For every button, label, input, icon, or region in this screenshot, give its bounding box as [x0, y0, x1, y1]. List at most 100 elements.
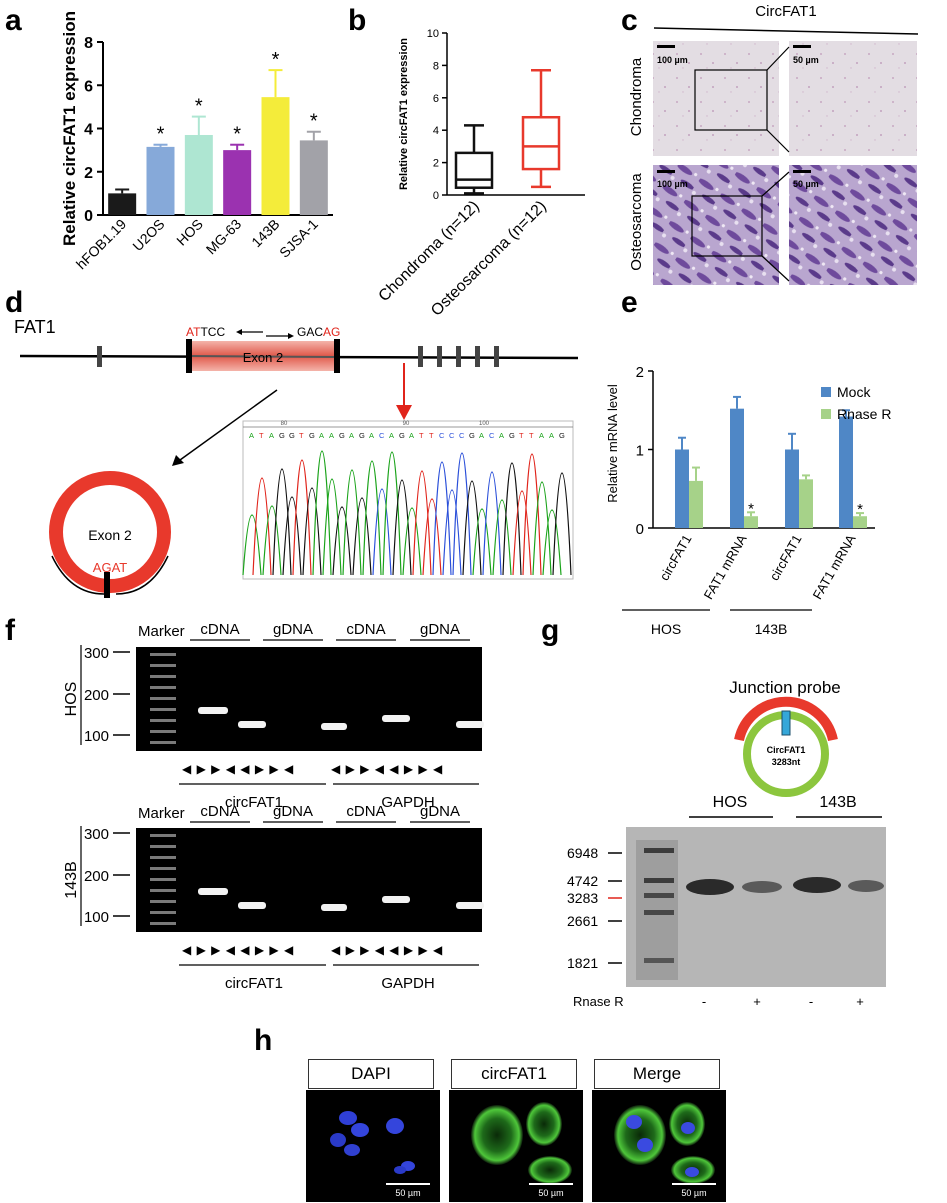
panel-g: Junction probe CircFAT1 3283nt HOS 143B …	[567, 678, 886, 1009]
chart-e: 0 1 2 Relative mRNA level circFAT1 * FAT1 mRNA…	[605, 364, 891, 637]
exon2-midline	[187, 355, 339, 358]
bar	[223, 150, 252, 215]
panel-c: CircFAT1 Chondroma Osteosarcoma 100 µm 5…	[628, 3, 919, 285]
scale-label: 50 µm	[395, 1188, 420, 1198]
sequence-base: C	[449, 431, 455, 440]
scale-bar	[657, 45, 675, 48]
scale-label: 50 µm	[538, 1188, 563, 1198]
sequence-base: A	[539, 431, 544, 440]
significance-star: *	[195, 96, 203, 118]
scale-label: 50 µm	[681, 1188, 706, 1198]
y-tick-label: 0	[433, 190, 439, 202]
panel-label-c: c	[621, 4, 638, 37]
exon2-right-border	[334, 339, 340, 373]
gene-label: GAPDH	[381, 975, 434, 992]
sequence-base: G	[289, 431, 295, 440]
sequence-base: A	[479, 431, 484, 440]
red-arrowhead	[396, 405, 412, 420]
trace-peak	[242, 514, 262, 576]
sequence-base: A	[369, 431, 374, 440]
trace-peak	[502, 462, 522, 576]
blot-size-label: 6948	[567, 845, 598, 861]
osteosarcoma-high-mag-image	[789, 165, 917, 285]
x-tick-label: MG-63	[203, 216, 245, 258]
bar	[675, 449, 689, 528]
ladder-band	[150, 719, 176, 722]
gel-band	[198, 707, 228, 714]
exon-marker	[418, 346, 423, 367]
arrowhead	[288, 333, 294, 339]
legend-label: Mock	[837, 384, 871, 400]
ladder-band	[150, 686, 176, 689]
ladder-band	[150, 845, 176, 848]
gene-label: circFAT1	[225, 975, 283, 992]
trace-peak	[252, 477, 272, 576]
y-axis-label: Relative circFAT1 expression	[60, 11, 79, 246]
trace-peak	[422, 498, 442, 576]
lane-label: gDNA	[273, 803, 313, 820]
scale-label: 100 µm	[657, 55, 688, 65]
sequence-position: 90	[403, 421, 410, 427]
sequence-base: T	[419, 431, 424, 440]
size-label: 200	[84, 868, 109, 885]
circfat1-label: circFAT1	[451, 1059, 577, 1089]
ladder-band	[644, 893, 674, 898]
panel-d: FAT1 Exon 2 ATTCC GACAG Exon 2 AGAT 80 90…	[14, 317, 579, 598]
zoom-line	[761, 255, 790, 282]
scale-bar	[793, 170, 811, 173]
arrowhead	[172, 455, 184, 466]
chondroma-high-mag-image	[789, 41, 917, 156]
zoom-line	[761, 171, 790, 197]
chromatogram-frame	[242, 420, 574, 580]
box	[521, 115, 561, 171]
nucleus	[637, 1138, 653, 1152]
gel-band	[382, 715, 410, 722]
size-label: 100	[84, 728, 109, 745]
sequence-base: T	[259, 431, 264, 440]
lane-label: gDNA	[420, 803, 460, 820]
bar	[730, 408, 744, 528]
y-tick-label: 0	[84, 208, 93, 225]
exon-marker	[494, 346, 499, 367]
x-tick-label: FAT1 mRNA	[701, 532, 750, 602]
nucleus	[681, 1122, 695, 1134]
trace-peak	[392, 479, 412, 576]
ladder-band	[644, 878, 674, 883]
merge-label: Merge	[594, 1059, 720, 1089]
scale-label: 100 µm	[657, 179, 688, 189]
exon-marker	[475, 346, 480, 367]
panel-label-h: h	[254, 1024, 272, 1057]
circle-length: 3283nt	[772, 757, 801, 767]
significance-star: *	[857, 501, 863, 518]
x-tick-label: U2OS	[129, 216, 167, 254]
gel-band	[456, 902, 484, 909]
bar	[146, 146, 175, 215]
trace-peak	[522, 453, 542, 576]
panel-label-a: a	[5, 4, 22, 37]
primer-arc-right	[115, 555, 169, 595]
sequence-base: G	[559, 431, 565, 440]
scale-bar	[386, 1183, 430, 1185]
sequence-base: A	[499, 431, 504, 440]
panel-label-g: g	[541, 614, 559, 647]
trace-peak	[282, 496, 302, 576]
lane-label: cDNA	[200, 803, 239, 820]
x-tick-label: SJSA-1	[276, 216, 321, 261]
sequence-base: G	[279, 431, 285, 440]
bar	[853, 516, 867, 528]
trace-peak	[332, 506, 352, 576]
trace-peak	[272, 468, 292, 576]
trace-peak	[362, 460, 382, 576]
ladder-band	[150, 889, 176, 892]
scale-bar	[529, 1183, 573, 1185]
size-label: 300	[84, 645, 109, 662]
group-label: 143B	[755, 621, 788, 637]
bar	[689, 480, 703, 528]
ladder-band	[150, 664, 176, 667]
primer-glyphs: ◀ ▶ ▶ ◀ ◀ ▶ ▶ ◀	[182, 943, 294, 957]
probe-title: Junction probe	[729, 678, 841, 697]
ladder-band	[150, 867, 176, 870]
significance-star: *	[272, 49, 280, 71]
